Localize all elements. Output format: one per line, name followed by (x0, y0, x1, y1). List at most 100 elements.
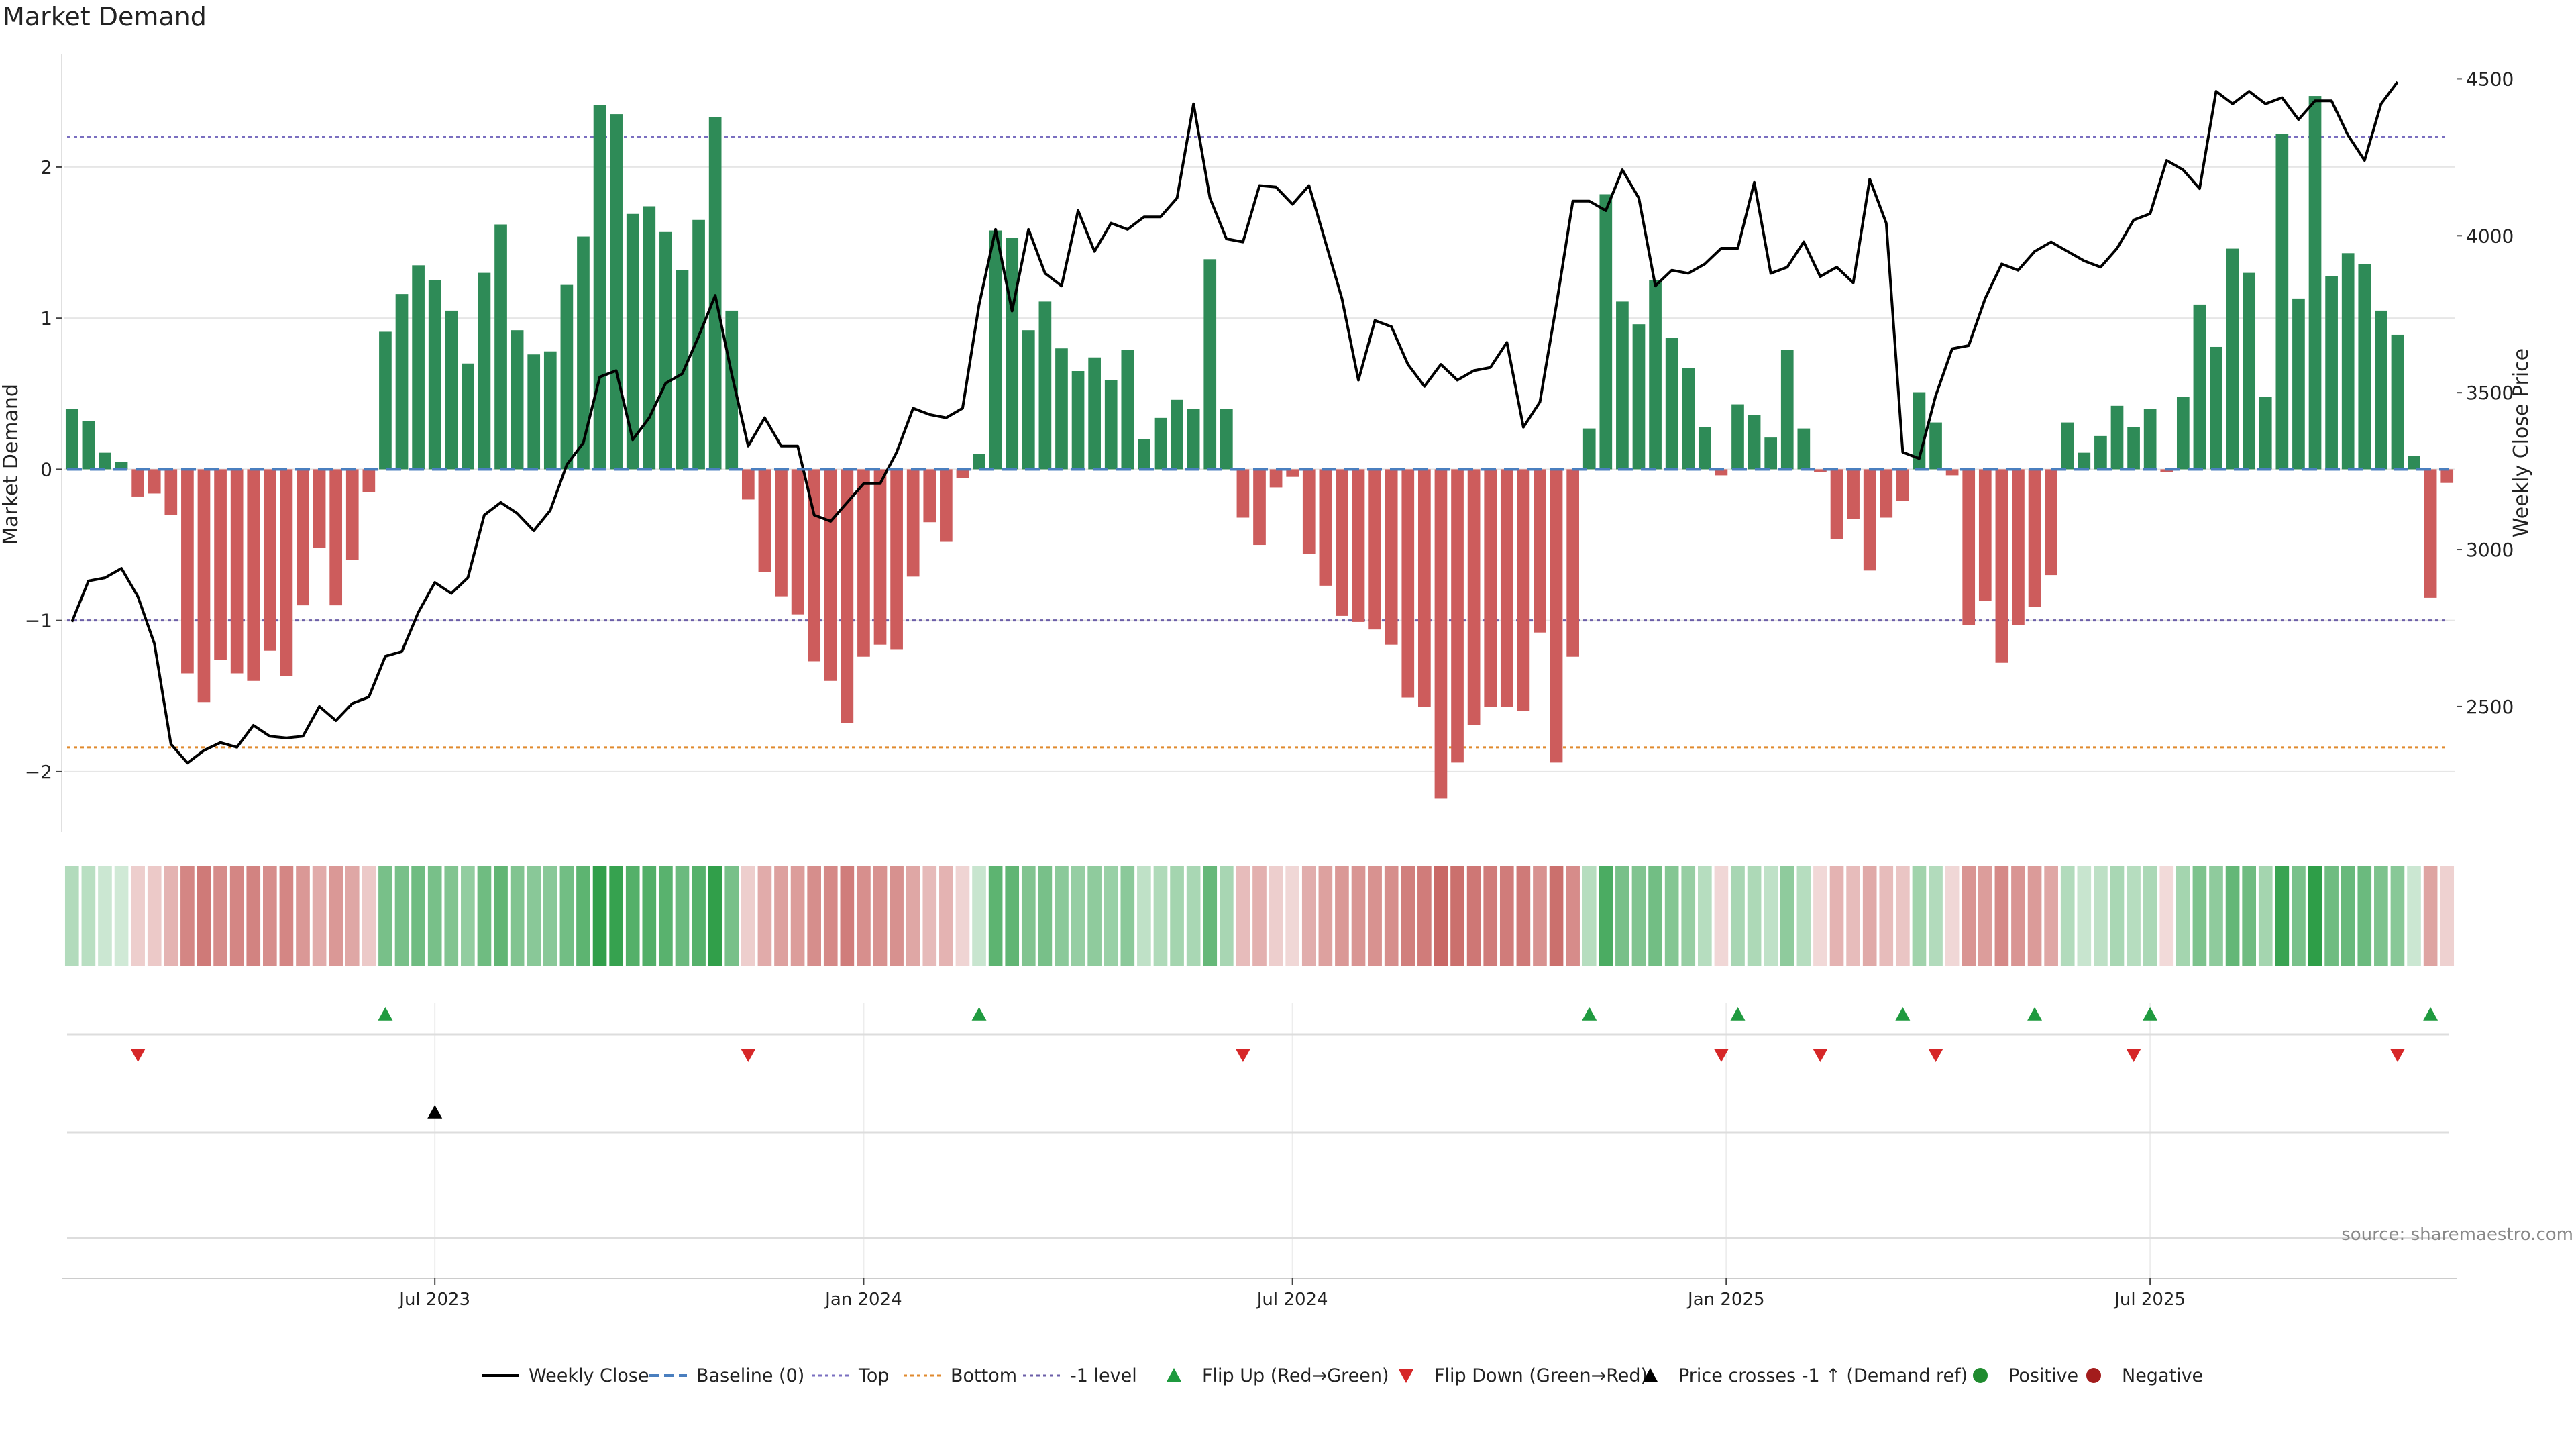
heat-cell (345, 866, 360, 966)
heat-cell (576, 866, 590, 966)
heat-cell (906, 866, 920, 966)
heat-cell (1450, 866, 1464, 966)
legend-label-weekly-close: Weekly Close (529, 1365, 649, 1386)
flip-down-marker (2390, 1049, 2405, 1062)
heat-cell (329, 866, 343, 966)
heat-cell (2258, 866, 2273, 966)
heat-cell (2159, 866, 2174, 966)
y2-tick-label: 3000 (2466, 539, 2514, 561)
legend-symbol (1643, 1368, 1658, 1382)
demand-bar (1319, 469, 1332, 586)
flip-up-marker (1582, 1007, 1597, 1021)
heat-cell (1912, 866, 1927, 966)
demand-bar (989, 230, 1002, 470)
demand-bar (280, 469, 293, 676)
heat-cell (2127, 866, 2141, 966)
heat-cell (1434, 866, 1448, 966)
heat-cell (1731, 866, 1745, 966)
heat-cell (1318, 866, 1333, 966)
demand-bar (1418, 469, 1431, 707)
demand-bar (560, 284, 574, 470)
heat-cell (477, 866, 492, 966)
demand-bar (2325, 276, 2338, 470)
heat-cell (527, 866, 541, 966)
demand-bar (1171, 399, 1183, 470)
demand-bar (1236, 469, 1250, 518)
demand-bar (1451, 469, 1464, 763)
heat-cell (807, 866, 821, 966)
demand-bar (1534, 469, 1546, 633)
demand-bar (2160, 469, 2174, 472)
demand-bar (2308, 96, 2322, 470)
heat-cell (147, 866, 162, 966)
demand-bar (65, 409, 78, 470)
demand-bar (593, 105, 606, 470)
demand-bar (2078, 452, 2091, 470)
flip-down-marker (130, 1049, 146, 1062)
demand-bar (164, 469, 178, 515)
demand-bar (708, 117, 722, 470)
demand-bar (2143, 409, 2157, 470)
demand-bar (1121, 350, 1134, 470)
heat-cell (2143, 866, 2157, 966)
heat-cell (1104, 866, 1118, 966)
heat-cell (724, 866, 739, 966)
y-tick-label: −1 (25, 610, 52, 632)
heat-cell (1994, 866, 2009, 966)
demand-bar (841, 469, 854, 723)
demand-bar (1500, 469, 1513, 707)
demand-bar (1797, 428, 1811, 470)
heat-cell (2011, 866, 2025, 966)
heat-cell (939, 866, 953, 966)
demand-bar (824, 469, 837, 681)
heat-cell (2308, 866, 2322, 966)
demand-bar (1566, 469, 1579, 657)
demand-bar (1336, 469, 1348, 616)
heat-cell (64, 866, 79, 966)
demand-bar (379, 331, 392, 470)
y2-axis-label: Weekly Close Price (2510, 348, 2533, 537)
demand-bar (462, 363, 474, 470)
heat-cell (2110, 866, 2125, 966)
demand-bar (543, 351, 557, 470)
heat-cell (1945, 866, 1960, 966)
heat-cell (312, 866, 327, 966)
heat-cell (378, 866, 392, 966)
heat-cell (2094, 866, 2108, 966)
heat-cell (411, 866, 425, 966)
demand-bar (148, 469, 161, 494)
heat-cell (1186, 866, 1201, 966)
demand-bar (1780, 350, 1794, 470)
demand-bar (1962, 469, 1976, 625)
legend-label-bottom: Bottom (951, 1365, 1017, 1386)
heat-cell (131, 866, 145, 966)
chart-title: Market Demand (3, 2, 207, 32)
heat-cell (263, 866, 277, 966)
heat-cell (2275, 866, 2290, 966)
demand-bar (297, 469, 309, 606)
heat-cell (461, 866, 475, 966)
legend-label-minus-one: -1 level (1070, 1365, 1137, 1386)
heat-cell (1533, 866, 1547, 966)
demand-bar (1863, 469, 1876, 571)
demand-bar (610, 114, 623, 470)
heat-cell (1285, 866, 1299, 966)
demand-bar (1550, 469, 1563, 763)
demand-bar (2341, 253, 2355, 470)
heat-cell (229, 866, 244, 966)
demand-bar (1253, 469, 1266, 546)
demand-bar (181, 469, 194, 674)
price-cross-marker (427, 1105, 443, 1119)
legend-label-baseline: Baseline (0) (696, 1365, 804, 1386)
heat-cell (1005, 866, 1020, 966)
demand-bar (1401, 469, 1415, 698)
heat-cell (1813, 866, 1827, 966)
demand-bar (2408, 456, 2420, 470)
demand-bar (791, 469, 804, 615)
heat-cell (2077, 866, 2092, 966)
demand-bar (2094, 435, 2107, 470)
demand-bar (2292, 298, 2305, 470)
y-tick-label: 1 (40, 307, 52, 329)
heat-cell (1384, 866, 1399, 966)
